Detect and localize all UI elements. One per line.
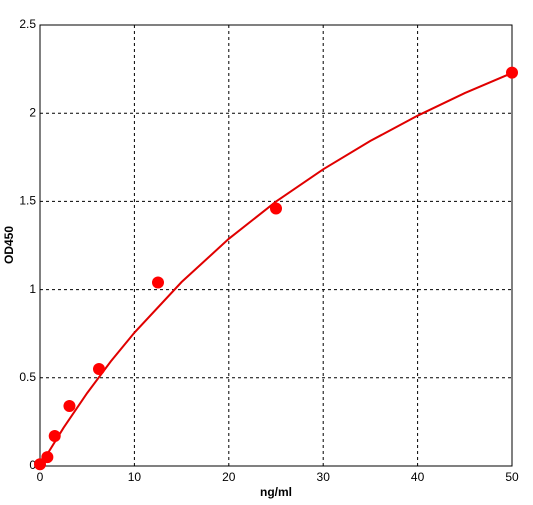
x-tick-label: 0 (37, 470, 44, 484)
data-point (270, 202, 282, 215)
x-tick-label: 30 (317, 470, 331, 484)
y-tick-label: 1.5 (19, 194, 36, 208)
y-tick-label: 2 (29, 105, 36, 119)
fit-curve (39, 72, 513, 467)
y-axis-title: OD450 (2, 226, 16, 264)
data-point (41, 451, 54, 464)
x-tick-label: 40 (411, 470, 425, 484)
y-tick-label: 0 (29, 458, 36, 472)
data-point (152, 276, 164, 289)
x-axis-title: ng/ml (260, 485, 292, 499)
data-point (48, 430, 61, 443)
x-tick-label: 10 (128, 470, 142, 484)
x-tick-label: 20 (222, 470, 236, 484)
plot-frame (39, 24, 513, 467)
data-point (506, 66, 518, 79)
data-point (93, 362, 105, 375)
y-tick-label: 1 (29, 282, 36, 296)
data-point (63, 400, 76, 413)
x-tick-label: 50 (505, 470, 519, 484)
y-tick-label: 0.5 (19, 370, 36, 384)
y-tick-label: 2.5 (19, 17, 36, 31)
